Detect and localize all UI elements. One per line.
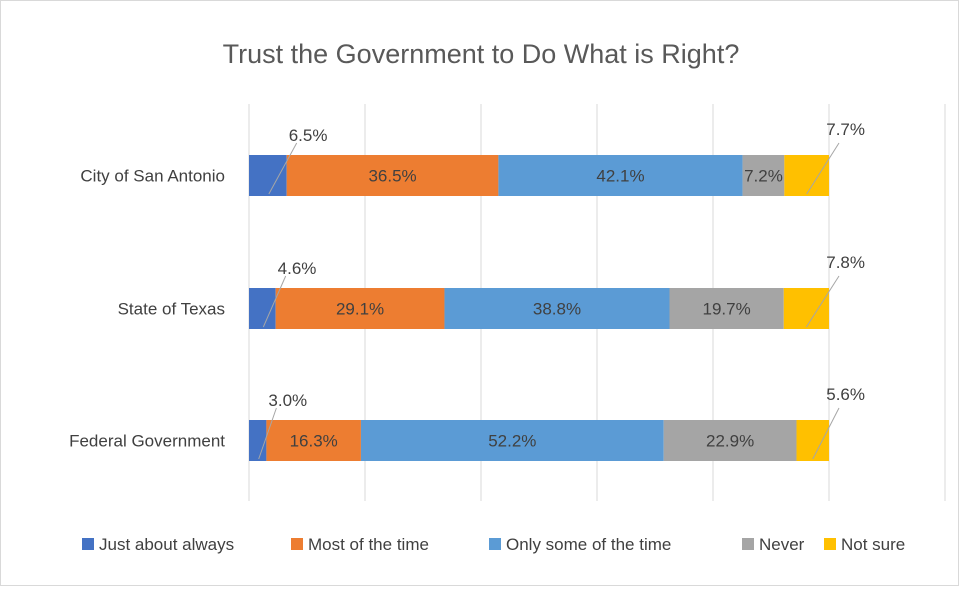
legend-label: Never xyxy=(759,535,805,554)
value-label: 7.8% xyxy=(826,253,865,272)
value-label: 42.1% xyxy=(596,167,644,186)
value-label: 7.2% xyxy=(744,167,783,186)
leader-line xyxy=(258,407,277,460)
value-label: 7.7% xyxy=(826,120,865,139)
leader-lines xyxy=(258,142,840,460)
bar-segment xyxy=(498,155,743,196)
category-label: Federal Government xyxy=(69,432,225,451)
leader-line xyxy=(805,275,840,328)
legend-label: Not sure xyxy=(841,535,905,554)
value-label: 36.5% xyxy=(368,167,416,186)
legend-label: Most of the time xyxy=(308,535,429,554)
bar-segment xyxy=(275,288,445,329)
value-label: 22.9% xyxy=(706,432,754,451)
legend-swatch xyxy=(489,538,501,550)
legend-label: Just about always xyxy=(99,535,234,554)
bar-segment xyxy=(784,155,829,196)
value-label: 16.3% xyxy=(290,432,338,451)
bar-segment xyxy=(663,420,797,461)
bar-segment xyxy=(266,420,361,461)
bar-segment xyxy=(444,288,670,329)
leader-line xyxy=(812,407,840,460)
bars xyxy=(249,155,829,461)
bar-segment xyxy=(286,155,499,196)
bar-segment xyxy=(249,420,267,461)
bar-segment xyxy=(783,288,829,329)
bar-segment xyxy=(742,155,785,196)
legend: Just about always Most of the time Only so… xyxy=(82,535,905,554)
chart-title: Trust the Government to Do What is Right… xyxy=(223,39,740,69)
bar-segment xyxy=(249,155,287,196)
legend-swatch xyxy=(82,538,94,550)
bar-segment xyxy=(796,420,829,461)
bar-segment xyxy=(669,288,784,329)
value-label: 29.1% xyxy=(336,300,384,319)
value-label: 38.8% xyxy=(533,300,581,319)
bar-segment xyxy=(360,420,664,461)
value-label: 4.6% xyxy=(278,259,317,278)
category-label: State of Texas xyxy=(118,300,225,319)
legend-swatch xyxy=(291,538,303,550)
value-label: 6.5% xyxy=(289,126,328,145)
leader-line xyxy=(262,275,287,328)
category-label: City of San Antonio xyxy=(80,167,225,186)
value-label: 19.7% xyxy=(703,300,751,319)
leader-line xyxy=(806,142,840,195)
legend-label: Only some of the time xyxy=(506,535,671,554)
value-label: 3.0% xyxy=(268,391,307,410)
category-labels: City of San Antonio State of Texas Federal… xyxy=(69,167,225,451)
value-label: 5.6% xyxy=(826,385,865,404)
value-label: 52.2% xyxy=(488,432,536,451)
legend-swatch xyxy=(742,538,754,550)
value-labels: 6.5% 36.5% 42.1% 7.2% 7.7% 4.6% 29.1% 38.8% 19.7… xyxy=(268,120,865,451)
leader-line xyxy=(268,142,298,195)
legend-swatch xyxy=(824,538,836,550)
